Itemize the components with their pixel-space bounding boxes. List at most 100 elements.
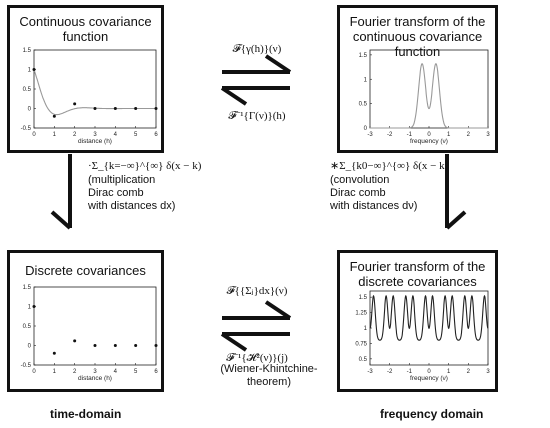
- y-tick-label: 0.5: [359, 102, 368, 108]
- ft-discrete-panel: Fourier transform of the discrete covari…: [337, 250, 498, 392]
- x-tick-label: 2: [73, 369, 77, 375]
- x-tick-label: 6: [154, 369, 158, 375]
- spectrum-curve: [370, 63, 488, 129]
- data-point: [52, 351, 56, 355]
- bottom-forward-transform: 𝓕{{Σⱼ}dx}(ν): [226, 285, 288, 297]
- x-tick-label: -3: [367, 132, 373, 138]
- x-tick-label: 5: [134, 369, 138, 375]
- top-equilibrium-arrow: [220, 54, 292, 106]
- y-tick-label: 0.5: [23, 87, 32, 93]
- y-tick-label: -0.5: [21, 363, 32, 369]
- x-axis-label: distance (h): [78, 138, 112, 145]
- data-point: [52, 114, 56, 118]
- panel-title: Discrete covariances: [25, 263, 146, 278]
- label-line: with distances dx): [88, 200, 176, 212]
- bottom-inverse-transform: 𝓕⁻¹{𝓗²(ν)}(j): [226, 352, 288, 364]
- y-tick-label: 1: [364, 326, 368, 332]
- top-inverse-transform: 𝓕⁻¹{Γ(ν)}(h): [228, 110, 286, 122]
- time-domain-label: time-domain: [50, 407, 122, 421]
- data-point: [113, 107, 117, 110]
- data-point: [93, 107, 97, 110]
- panel-title: Continuous covariance function: [19, 14, 152, 44]
- periodic-spectrum-curve: [369, 294, 489, 341]
- discrete-covariances-panel: Discrete covariances 0 1 2 3 4 5 6 -0.5 0 0.5 1 1.5…: [7, 250, 164, 392]
- x-tick-label: 3: [93, 132, 97, 138]
- x-tick-label: 3: [486, 132, 490, 138]
- x-tick-label: 4: [114, 369, 118, 375]
- left-down-arrow: [50, 154, 72, 230]
- x-tick-label: 2: [467, 369, 471, 375]
- x-tick-label: 0: [427, 132, 431, 138]
- label-line: Dirac comb: [330, 187, 386, 199]
- bottom-equilibrium-arrow: [220, 300, 292, 352]
- label-line: (multiplication: [88, 174, 156, 186]
- x-tick-label: -2: [387, 132, 393, 138]
- y-tick-label: 0.5: [23, 324, 32, 330]
- panel-title: Fourier transform of the continuous cova…: [349, 14, 486, 59]
- data-point: [113, 344, 117, 347]
- ft-continuous-plot: -3 -2 -1 0 1 2 3 0 0.5 1 1.5 frequency (ν): [359, 49, 490, 145]
- y-tick-label: 0: [364, 126, 368, 132]
- x-tick-label: -1: [407, 132, 413, 138]
- y-tick-label: 1: [364, 77, 368, 83]
- x-tick-label: 5: [134, 132, 138, 138]
- x-tick-label: 1: [53, 369, 57, 375]
- data-point: [93, 344, 97, 347]
- top-forward-transform: 𝓕{γ(h)}(ν): [232, 43, 282, 55]
- continuous-covariance-panel: Continuous covariance function 0 1 2 3 4 5 6 -0…: [7, 5, 164, 153]
- x-tick-label: 1: [447, 132, 451, 138]
- y-tick-label: 1.5: [359, 295, 368, 301]
- x-tick-label: 0: [32, 132, 36, 138]
- ft-discrete-plot: -3 -2 -1 0 1 2 3 0.5 0.75 1 1.25 1.5 frequency (ν): [355, 290, 490, 382]
- label-line: with distances dν): [330, 200, 418, 212]
- label-line: (convolution: [330, 174, 390, 186]
- right-down-arrow: [445, 154, 467, 230]
- data-point: [154, 344, 158, 347]
- x-tick-label: -2: [387, 369, 393, 375]
- y-tick-label: 1.25: [355, 311, 367, 317]
- y-tick-label: 0: [28, 107, 32, 113]
- y-tick-label: 0: [28, 344, 32, 350]
- x-tick-label: 0: [427, 369, 431, 375]
- x-tick-label: -1: [407, 369, 413, 375]
- x-tick-label: 4: [114, 132, 118, 138]
- y-tick-label: 1: [28, 305, 32, 311]
- x-tick-label: -3: [367, 369, 373, 375]
- x-axis-label: distance (h): [78, 375, 112, 382]
- x-tick-label: 2: [73, 132, 77, 138]
- data-point: [73, 339, 77, 343]
- y-tick-label: 1.5: [23, 48, 32, 54]
- data-point: [134, 344, 138, 347]
- x-tick-label: 2: [467, 132, 471, 138]
- x-tick-label: 1: [447, 369, 451, 375]
- y-tick-label: 0.5: [359, 357, 368, 363]
- x-tick-label: 0: [32, 369, 36, 375]
- x-tick-label: 6: [154, 132, 158, 138]
- x-tick-label: 1: [53, 132, 57, 138]
- data-point: [32, 305, 36, 308]
- wiener-khintchine-note: (Wiener-Khintchine-theorem): [220, 363, 318, 388]
- x-tick-label: 3: [93, 369, 97, 375]
- frequency-domain-label: frequency domain: [380, 407, 484, 421]
- y-tick-label: 1.5: [23, 285, 32, 291]
- panel-title: Fourier transform of the discrete covari…: [349, 259, 486, 289]
- x-axis-label: frequency (ν): [410, 138, 448, 145]
- y-tick-label: 1.5: [359, 53, 368, 59]
- label-line: Dirac comb: [88, 187, 144, 199]
- x-tick-label: 3: [486, 369, 490, 375]
- ft-continuous-panel: Fourier transform of the continuous cova…: [337, 5, 498, 153]
- y-tick-label: 1: [28, 68, 32, 74]
- y-tick-label: 0.75: [355, 341, 367, 347]
- data-point: [154, 107, 158, 110]
- data-point: [73, 102, 77, 106]
- x-axis-label: frequency (ν): [410, 375, 448, 382]
- convolution-label: ∗Σ_{k0−∞}^{∞} δ(x − k) (convolution Dira…: [330, 160, 450, 213]
- data-point: [134, 107, 138, 110]
- y-tick-label: -0.5: [21, 126, 32, 132]
- data-point: [32, 68, 36, 71]
- dirac-comb-formula: ∗Σ_{k0−∞}^{∞} δ(x − k): [330, 160, 449, 172]
- dirac-comb-formula: ·Σ_{k=−∞}^{∞} δ(x − k): [88, 160, 202, 172]
- multiplication-label: ·Σ_{k=−∞}^{∞} δ(x − k) (multiplication D…: [88, 160, 208, 213]
